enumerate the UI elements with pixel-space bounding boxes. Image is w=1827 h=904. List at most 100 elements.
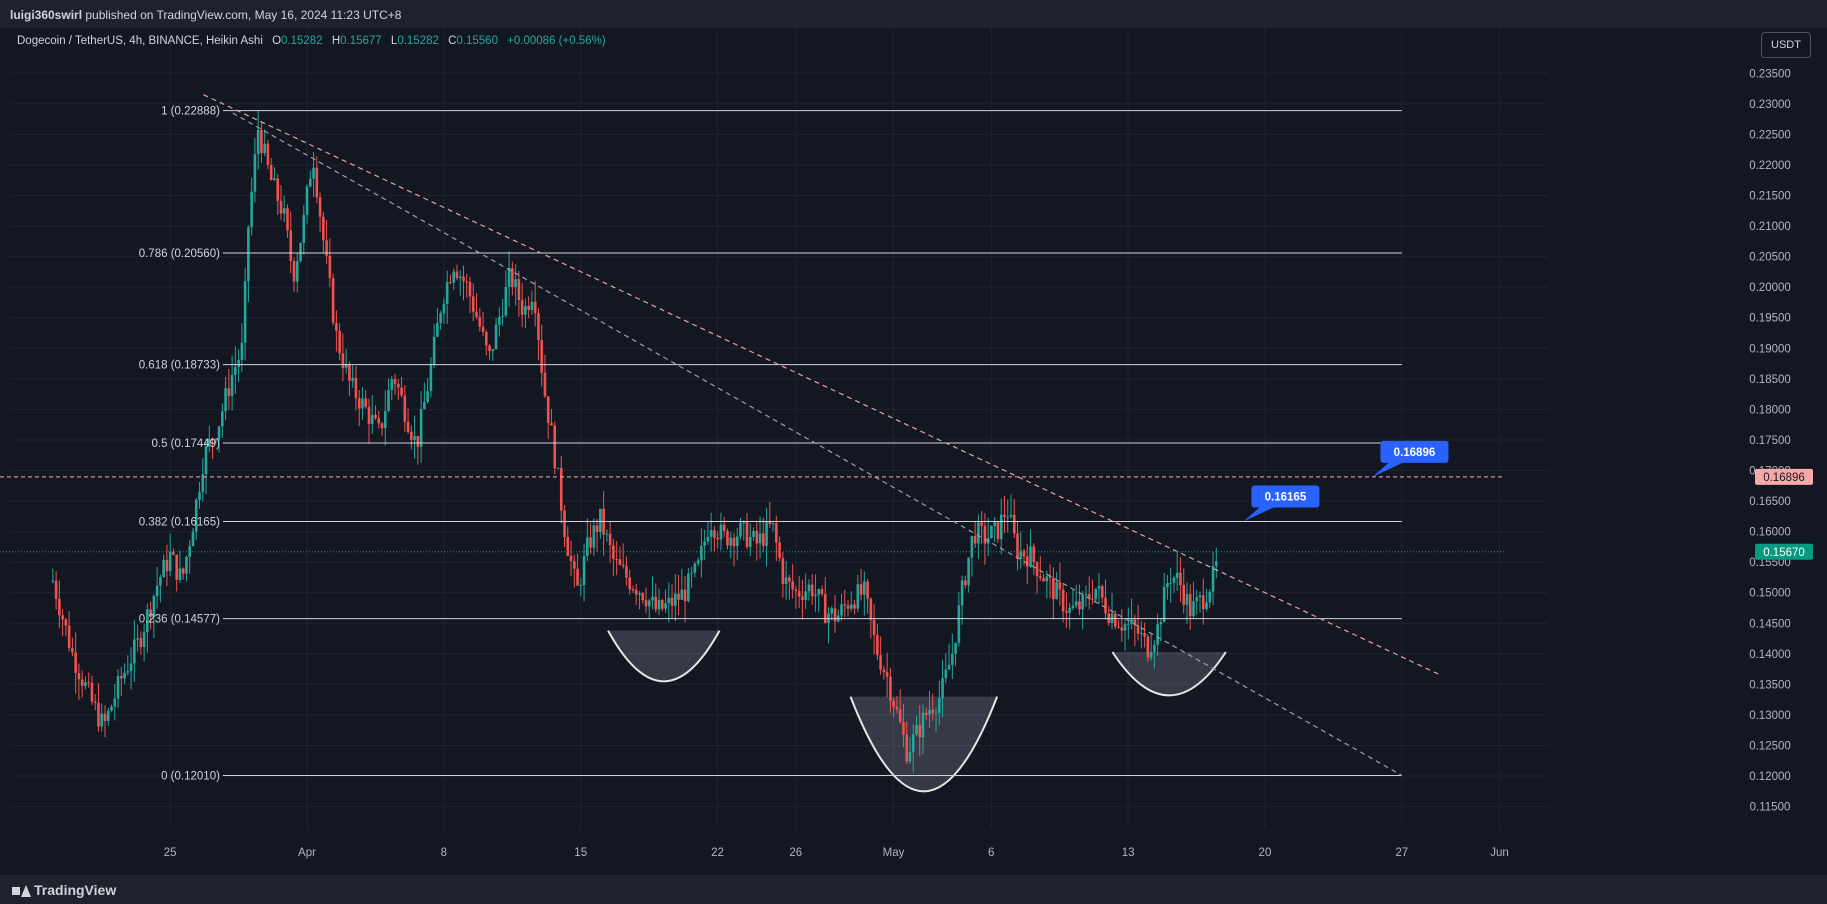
candle-body-282 [970,536,974,558]
candle-body-229 [797,591,801,597]
candle-body-140 [507,268,511,287]
candle-body-336 [1146,636,1150,658]
candle-body-233 [810,584,814,597]
candle-body-71 [282,208,286,214]
candle-body-295 [1012,514,1016,534]
x-tick-2: 8 [441,847,447,859]
tradingview-logo[interactable]: TradingView [12,882,116,898]
candle-body-168 [599,508,602,533]
candle-body-280 [964,580,967,586]
candle-body-344 [1172,577,1176,583]
candle-body-150 [540,339,543,373]
candle-body-197 [693,563,697,573]
fib-label-6: 0 (0.12010) [161,770,220,782]
candle-body-1 [54,580,58,599]
callouts: 0.16165 0.16896 [1243,440,1449,522]
candle-body-319 [1091,598,1094,600]
candle-body-305 [1045,576,1049,582]
symbol-title[interactable]: Dogecoin / TetherUS, 4h, BINANCE, Heikin… [17,35,263,47]
candle-body-250 [866,581,869,599]
candle-body-124 [455,271,459,279]
y-tick-19: 0.14000 [1749,649,1791,661]
candle-body-246 [853,604,856,609]
candle-body-136 [494,324,498,350]
candle-body-122 [449,282,452,284]
candle-body-102 [383,411,387,429]
candle-body-143 [517,279,521,300]
candle-body-21 [119,676,123,679]
candle-body-335 [1143,632,1146,637]
candle-body-29 [146,609,149,633]
candle-body-204 [716,537,719,540]
x-tick-1: Apr [298,847,316,859]
candle-body-7 [74,652,77,673]
candle-body-185 [654,596,658,610]
candle-body-9 [80,679,84,686]
candle-body-251 [869,598,873,620]
candle-body-58 [240,342,244,361]
current-price-badge [1755,543,1813,560]
change-value: +0.00086 (+0.56%) [507,35,606,47]
candle-body-117 [432,336,436,365]
candle-body-133 [484,331,488,346]
price-chart[interactable]: 1 (0.22888) 0.786 (0.20560) 0.618 (0.18733… [0,0,1827,875]
candle-body-126 [462,276,465,282]
candle-body-257 [889,676,892,701]
x-tick-3: 15 [574,847,587,859]
candle-body-91 [348,364,351,381]
publisher-name[interactable]: luigi360swirl [10,8,83,22]
x-tick-5: 26 [789,847,802,859]
candle-body-284 [977,522,980,544]
candle-body-152 [546,396,550,424]
candle-body-332 [1133,619,1137,626]
candle-body-64 [260,129,263,153]
candle-body-50 [214,439,218,441]
candle-body-184 [651,596,654,601]
candle-body-49 [211,439,214,441]
published-info: published on TradingView.com, May 16, 20… [85,8,402,22]
candle-body-146 [527,305,530,310]
candle-body-330 [1127,623,1130,625]
candle-body-15 [100,713,104,727]
y-tick-8: 0.19500 [1749,313,1791,325]
candle-body-93 [354,377,358,399]
candle-body-230 [801,596,804,600]
candle-body-161 [576,568,579,586]
candle-body-137 [498,316,501,325]
candle-body-187 [660,599,664,609]
candle-body-25 [133,639,136,664]
candle-body-244 [846,605,850,609]
candle-body-105 [393,379,397,384]
candle-body-36 [168,552,172,572]
candle-body-321 [1097,585,1101,589]
candle-body-278 [957,605,961,643]
candle-body-337 [1149,652,1153,658]
candle-body-212 [742,522,746,524]
candle-body-165 [589,537,592,548]
candle-body-78 [305,186,309,215]
currency-button[interactable]: USDT [1761,32,1811,58]
candle-body-163 [582,556,586,586]
candle-body-318 [1087,594,1091,599]
candle-body-310 [1061,589,1065,612]
x-tick-0: 25 [164,847,177,859]
candle-body-116 [429,364,433,391]
candle-body-196 [690,572,693,574]
candle-body-157 [563,510,566,537]
candle-body-131 [478,316,482,327]
candle-body-208 [729,537,733,546]
candle-body-45 [198,492,201,500]
candle-body-103 [387,389,390,412]
candle-body-272 [937,698,941,713]
candle-body-141 [511,268,514,288]
candle-body-307 [1052,577,1055,600]
candle-body-166 [592,525,596,548]
candle-body-262 [905,734,909,762]
open-label: O [272,35,282,47]
candle-body-219 [765,521,768,546]
candle-body-128 [468,281,472,297]
cup-arc-0 [607,630,721,683]
candle-body-76 [299,242,302,262]
candle-body-158 [566,536,570,556]
candle-body-245 [850,604,853,609]
